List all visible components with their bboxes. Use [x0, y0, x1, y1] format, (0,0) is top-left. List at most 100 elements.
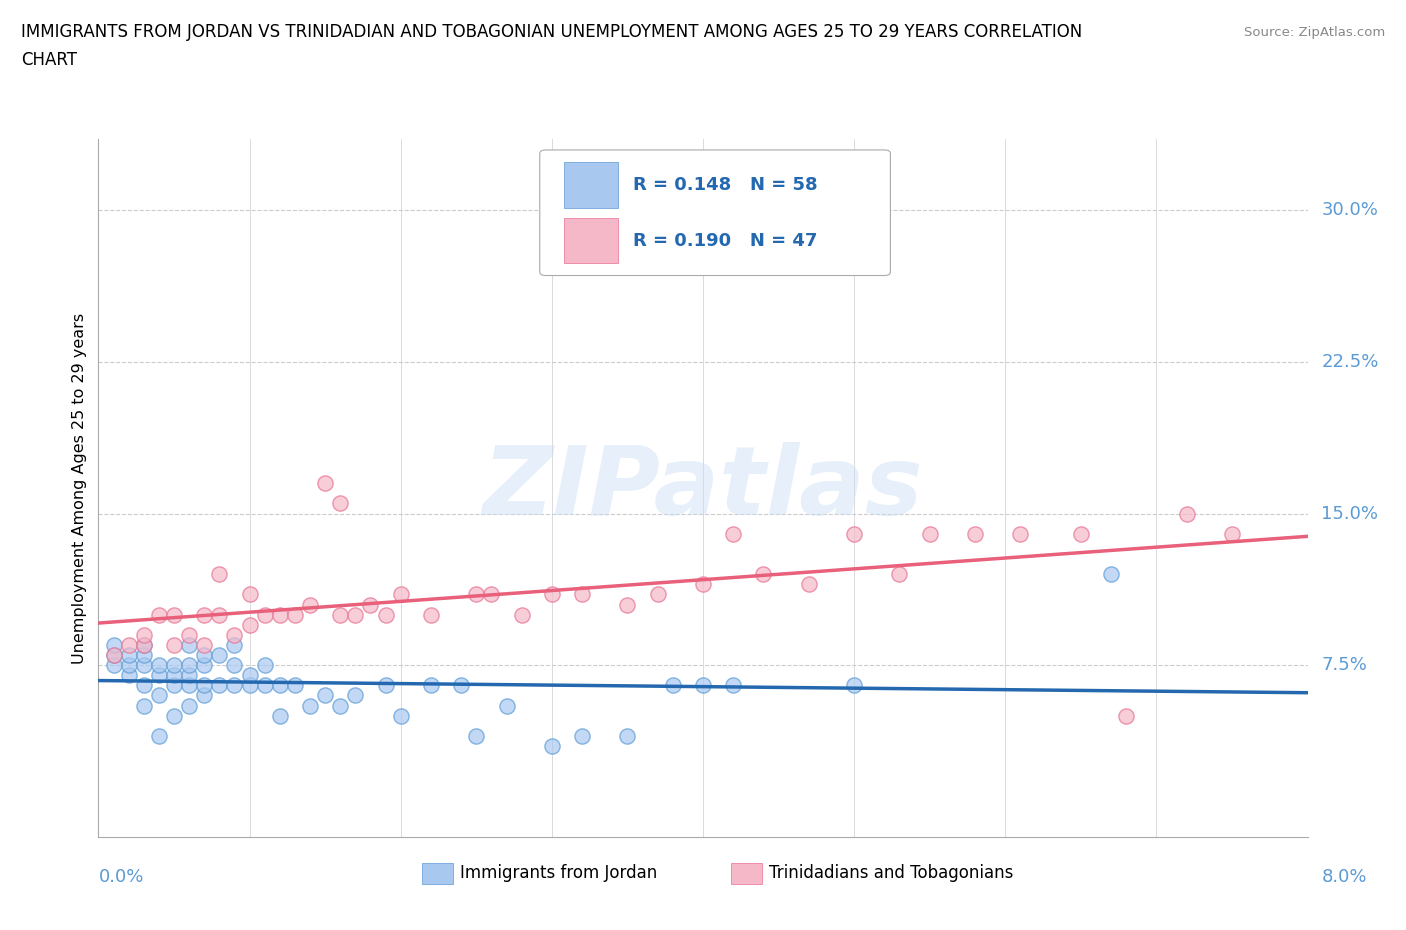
Point — [1070, 526, 1092, 541]
Point — [419, 607, 441, 622]
Point — [193, 688, 215, 703]
Point — [616, 597, 638, 612]
Point — [208, 566, 231, 581]
Point — [132, 647, 155, 662]
Point — [844, 526, 866, 541]
Point — [132, 628, 155, 643]
Point — [419, 678, 441, 693]
Point — [723, 526, 745, 541]
Y-axis label: Unemployment Among Ages 25 to 29 years: Unemployment Among Ages 25 to 29 years — [72, 312, 87, 664]
Text: 22.5%: 22.5% — [1322, 352, 1379, 371]
Point — [193, 678, 215, 693]
Point — [692, 678, 714, 693]
Point — [329, 607, 352, 622]
Point — [889, 566, 911, 581]
Point — [179, 637, 201, 652]
Point — [224, 628, 246, 643]
Point — [132, 678, 155, 693]
Point — [239, 587, 262, 602]
Point — [329, 698, 352, 713]
Point — [103, 647, 125, 662]
Point — [329, 496, 352, 511]
Point — [163, 709, 186, 724]
Point — [239, 678, 262, 693]
Point — [163, 637, 186, 652]
Point — [314, 688, 336, 703]
Point — [193, 647, 215, 662]
Point — [450, 678, 472, 693]
Point — [661, 678, 683, 693]
Point — [118, 658, 141, 672]
Point — [571, 587, 593, 602]
Point — [1115, 709, 1137, 724]
Point — [208, 647, 231, 662]
Point — [692, 577, 714, 591]
Point — [193, 658, 215, 672]
Point — [132, 698, 155, 713]
Point — [148, 668, 170, 683]
Point — [1099, 566, 1122, 581]
Text: 0.0%: 0.0% — [98, 868, 143, 885]
Point — [163, 668, 186, 683]
Text: Trinidadians and Tobagonians: Trinidadians and Tobagonians — [769, 864, 1014, 883]
Point — [616, 728, 638, 743]
Point — [224, 658, 246, 672]
Point — [163, 678, 186, 693]
Text: R = 0.190   N = 47: R = 0.190 N = 47 — [633, 232, 817, 249]
Text: 7.5%: 7.5% — [1322, 657, 1368, 674]
Point — [118, 647, 141, 662]
Point — [193, 607, 215, 622]
FancyBboxPatch shape — [540, 150, 890, 275]
Text: 15.0%: 15.0% — [1322, 504, 1378, 523]
Point — [299, 597, 322, 612]
Point — [510, 607, 533, 622]
Point — [253, 678, 276, 693]
Point — [208, 607, 231, 622]
Point — [389, 587, 412, 602]
Point — [253, 658, 276, 672]
Text: ZIPatlas: ZIPatlas — [482, 442, 924, 535]
Point — [344, 688, 367, 703]
Point — [359, 597, 381, 612]
Point — [179, 628, 201, 643]
Point — [797, 577, 820, 591]
Text: IMMIGRANTS FROM JORDAN VS TRINIDADIAN AND TOBAGONIAN UNEMPLOYMENT AMONG AGES 25 : IMMIGRANTS FROM JORDAN VS TRINIDADIAN AN… — [21, 23, 1083, 41]
Point — [103, 658, 125, 672]
Point — [284, 607, 307, 622]
Point — [163, 607, 186, 622]
Point — [540, 587, 562, 602]
Point — [344, 607, 367, 622]
Text: R = 0.148   N = 58: R = 0.148 N = 58 — [633, 176, 817, 193]
Point — [374, 678, 396, 693]
Point — [465, 728, 488, 743]
Text: 30.0%: 30.0% — [1322, 201, 1378, 219]
Point — [389, 709, 412, 724]
Point — [148, 658, 170, 672]
Point — [193, 637, 215, 652]
Point — [179, 698, 201, 713]
Point — [148, 607, 170, 622]
Point — [179, 658, 201, 672]
Point — [118, 668, 141, 683]
Point — [284, 678, 307, 693]
Text: Source: ZipAtlas.com: Source: ZipAtlas.com — [1244, 26, 1385, 39]
Point — [269, 709, 291, 724]
Point — [299, 698, 322, 713]
Point — [163, 658, 186, 672]
Point — [132, 637, 155, 652]
Point — [239, 618, 262, 632]
Point — [148, 728, 170, 743]
Text: Immigrants from Jordan: Immigrants from Jordan — [460, 864, 657, 883]
Point — [465, 587, 488, 602]
Point — [239, 668, 262, 683]
Point — [374, 607, 396, 622]
Point — [269, 607, 291, 622]
Point — [179, 678, 201, 693]
Text: 8.0%: 8.0% — [1322, 868, 1367, 885]
FancyBboxPatch shape — [564, 218, 619, 263]
Point — [118, 637, 141, 652]
Point — [208, 678, 231, 693]
Point — [1175, 506, 1198, 521]
Point — [571, 728, 593, 743]
Point — [1010, 526, 1032, 541]
